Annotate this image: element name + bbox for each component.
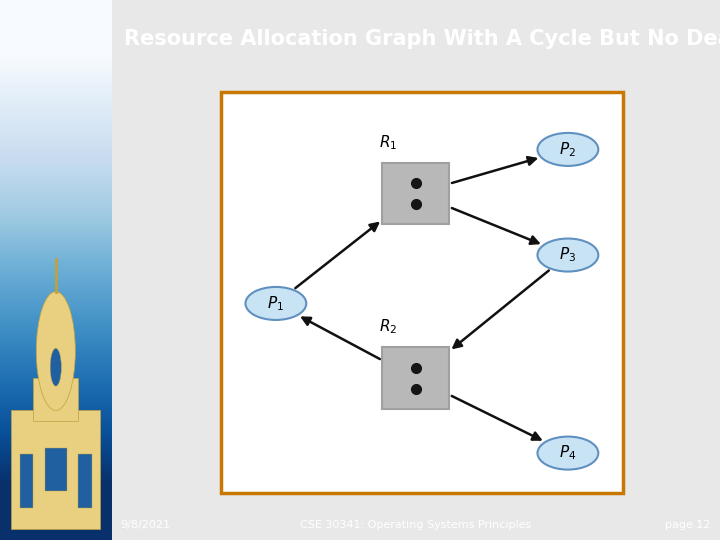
Bar xyxy=(33,378,78,421)
Bar xyxy=(20,454,33,508)
Text: $P_{1}$: $P_{1}$ xyxy=(267,294,284,313)
Text: $P_{3}$: $P_{3}$ xyxy=(559,246,577,265)
Ellipse shape xyxy=(537,436,598,470)
Ellipse shape xyxy=(50,348,61,386)
Ellipse shape xyxy=(537,239,598,272)
Bar xyxy=(78,454,91,508)
Ellipse shape xyxy=(537,133,598,166)
Text: $R_{1}$: $R_{1}$ xyxy=(379,133,397,152)
FancyBboxPatch shape xyxy=(382,163,449,224)
Ellipse shape xyxy=(36,292,76,410)
Text: 9/8/2021: 9/8/2021 xyxy=(121,520,171,530)
Bar xyxy=(12,410,101,529)
Text: $P_{2}$: $P_{2}$ xyxy=(559,140,576,159)
FancyBboxPatch shape xyxy=(382,347,449,409)
Text: Resource Allocation Graph With A Cycle But No Deadlock: Resource Allocation Graph With A Cycle B… xyxy=(124,29,720,49)
Bar xyxy=(45,448,67,491)
FancyBboxPatch shape xyxy=(221,92,623,492)
Text: $R_{2}$: $R_{2}$ xyxy=(379,318,397,336)
Ellipse shape xyxy=(246,287,306,320)
Text: CSE 30341: Operating Systems Principles: CSE 30341: Operating Systems Principles xyxy=(300,520,531,530)
Text: $P_{4}$: $P_{4}$ xyxy=(559,444,577,462)
Text: page 12: page 12 xyxy=(665,520,711,530)
